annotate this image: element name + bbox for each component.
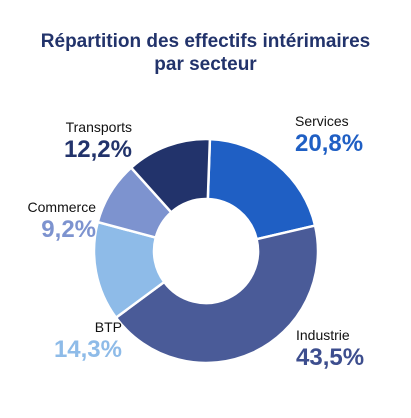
label-commerce: Commerce 9,2%: [14, 198, 96, 244]
label-services: Services 20,8%: [295, 112, 363, 158]
label-industrie: Industrie 43,5%: [296, 326, 364, 372]
slice-industrie: [114, 224, 320, 365]
label-services-name: Services: [295, 113, 349, 129]
label-btp-value: 14,3%: [53, 336, 122, 363]
label-commerce-name: Commerce: [27, 199, 96, 215]
chart-title-line-2: par secteur: [154, 54, 257, 75]
label-transports-value: 12,2%: [63, 136, 132, 163]
label-transports-name: Transports: [65, 119, 132, 135]
label-industrie-name: Industrie: [296, 327, 350, 343]
slice-services: [206, 137, 317, 241]
label-industrie-value: 43,5%: [296, 344, 365, 371]
label-transports: Transports 12,2%: [40, 118, 132, 164]
label-commerce-value: 9,2%: [41, 216, 96, 243]
label-btp: BTP 14,3%: [36, 318, 122, 364]
label-services-value: 20,8%: [295, 130, 364, 157]
label-btp-name: BTP: [94, 319, 122, 335]
chart-title-line-1: Répartition des effectifs intérimaires: [40, 31, 371, 52]
chart-title: Répartition des effectifs intérimaires p…: [0, 30, 411, 76]
slice-transports: [129, 137, 212, 215]
